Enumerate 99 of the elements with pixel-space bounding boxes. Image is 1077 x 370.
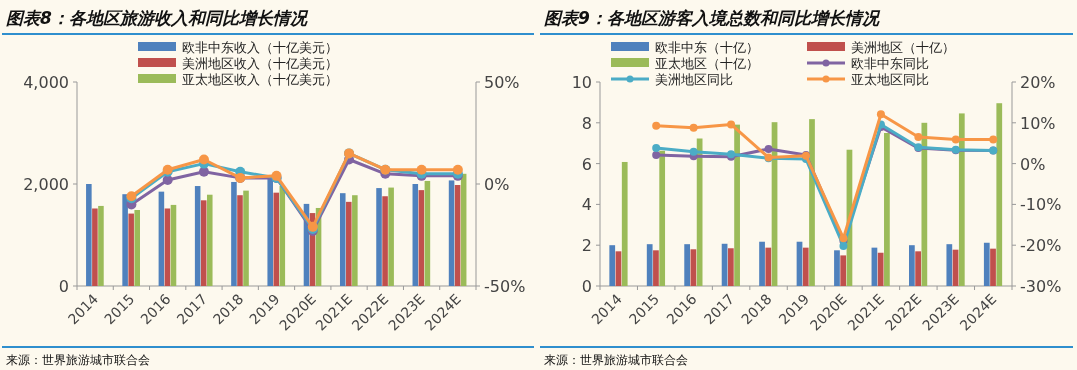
bar xyxy=(194,186,201,286)
bar xyxy=(134,210,140,286)
point xyxy=(839,242,848,251)
point xyxy=(652,151,661,160)
bar xyxy=(621,161,628,286)
legend-label: 亚太地区收入（十亿美元） xyxy=(182,72,338,87)
bar xyxy=(802,247,809,286)
bar xyxy=(840,255,847,286)
legend-label: 亚太地区同比 xyxy=(851,72,929,87)
y2-tick-label: 50% xyxy=(484,73,520,92)
bar xyxy=(734,124,740,286)
bar xyxy=(424,180,431,286)
bar xyxy=(653,250,659,286)
y2-tick-label: -50% xyxy=(484,277,526,296)
y-tick-label: 8 xyxy=(581,113,592,133)
y2-tick-label: -20% xyxy=(1020,236,1062,256)
source-note: 来源：世界旅游城市联合会 xyxy=(6,353,150,367)
bar xyxy=(170,204,177,286)
bar xyxy=(884,133,890,286)
legend-label: 欧非中东同比 xyxy=(851,56,929,71)
bar xyxy=(684,244,691,286)
bar xyxy=(267,177,273,286)
bar xyxy=(128,213,134,286)
bar xyxy=(237,195,243,286)
bar xyxy=(727,248,734,286)
point xyxy=(727,120,736,129)
point xyxy=(951,135,960,144)
bar xyxy=(996,103,1003,286)
bar xyxy=(352,195,358,286)
bar xyxy=(339,193,346,286)
point xyxy=(989,135,998,144)
point xyxy=(689,123,698,132)
y2-tick-label: 0% xyxy=(1020,154,1046,174)
y-tick-label: 0 xyxy=(58,277,69,296)
legend-label: 欧非中东（十亿） xyxy=(655,40,759,55)
point xyxy=(914,133,923,142)
bar xyxy=(92,208,98,286)
chart-title: 图表8：各地区旅游收入和同比增长情况 xyxy=(6,8,309,28)
bar xyxy=(958,113,965,286)
bar xyxy=(382,196,388,286)
point xyxy=(764,144,773,153)
y-tick-label: 4 xyxy=(581,195,592,215)
point xyxy=(689,147,698,156)
legend-label: 美洲地区同比 xyxy=(655,72,733,87)
y2-tick-label: -10% xyxy=(1020,195,1062,215)
legend-label: 亚太地区（十亿） xyxy=(655,56,759,71)
chart-title: 图表9：各地区游客入境总数和同比增长情况 xyxy=(544,8,881,28)
bar xyxy=(759,241,765,286)
bar xyxy=(454,185,461,286)
y-tick-label: 6 xyxy=(581,154,592,174)
bar xyxy=(646,244,653,286)
bar xyxy=(98,205,104,286)
legend-label: 美洲地区收入（十亿美元） xyxy=(182,56,338,71)
legend-label: 美洲地区（十亿） xyxy=(851,40,955,55)
bar xyxy=(990,248,996,286)
y2-tick-label: 10% xyxy=(1020,113,1056,133)
bar xyxy=(915,251,921,286)
bar xyxy=(346,201,352,286)
bar xyxy=(946,244,953,286)
bar xyxy=(412,184,419,286)
y-tick-label: 10 xyxy=(571,73,592,92)
bar xyxy=(164,208,171,286)
bar xyxy=(696,138,703,286)
bar xyxy=(200,200,207,286)
y2-tick-label: 20% xyxy=(1020,73,1056,92)
point xyxy=(652,144,661,153)
y-tick-label: 0 xyxy=(581,277,592,296)
bar xyxy=(122,194,128,286)
bar xyxy=(921,122,928,286)
bar xyxy=(86,184,92,286)
bar xyxy=(231,181,237,286)
bar xyxy=(418,190,425,286)
y-tick-label: 2 xyxy=(581,236,592,256)
bar xyxy=(376,188,382,286)
point xyxy=(198,154,209,165)
bar xyxy=(809,119,815,286)
point xyxy=(652,121,661,130)
bar xyxy=(877,252,884,286)
bar xyxy=(909,245,915,286)
bar xyxy=(448,180,455,286)
bar xyxy=(243,190,249,286)
y-tick-label: 4,000 xyxy=(23,73,69,92)
source-note: 来源：世界旅游城市联合会 xyxy=(544,353,688,367)
y2-tick-label: -30% xyxy=(1020,277,1062,296)
bar xyxy=(158,191,165,286)
y2-tick-label: 0% xyxy=(484,175,510,194)
legend-label: 欧非中东收入（十亿美元） xyxy=(182,40,338,55)
point xyxy=(416,164,427,175)
point xyxy=(876,110,885,119)
bar xyxy=(609,245,616,286)
point xyxy=(452,164,463,175)
bar xyxy=(765,247,772,286)
bar xyxy=(659,150,666,286)
bar xyxy=(206,194,213,286)
y-tick-label: 2,000 xyxy=(23,175,69,194)
bar xyxy=(834,250,840,286)
bar xyxy=(983,242,990,286)
bar xyxy=(273,192,280,286)
bar xyxy=(388,187,394,286)
